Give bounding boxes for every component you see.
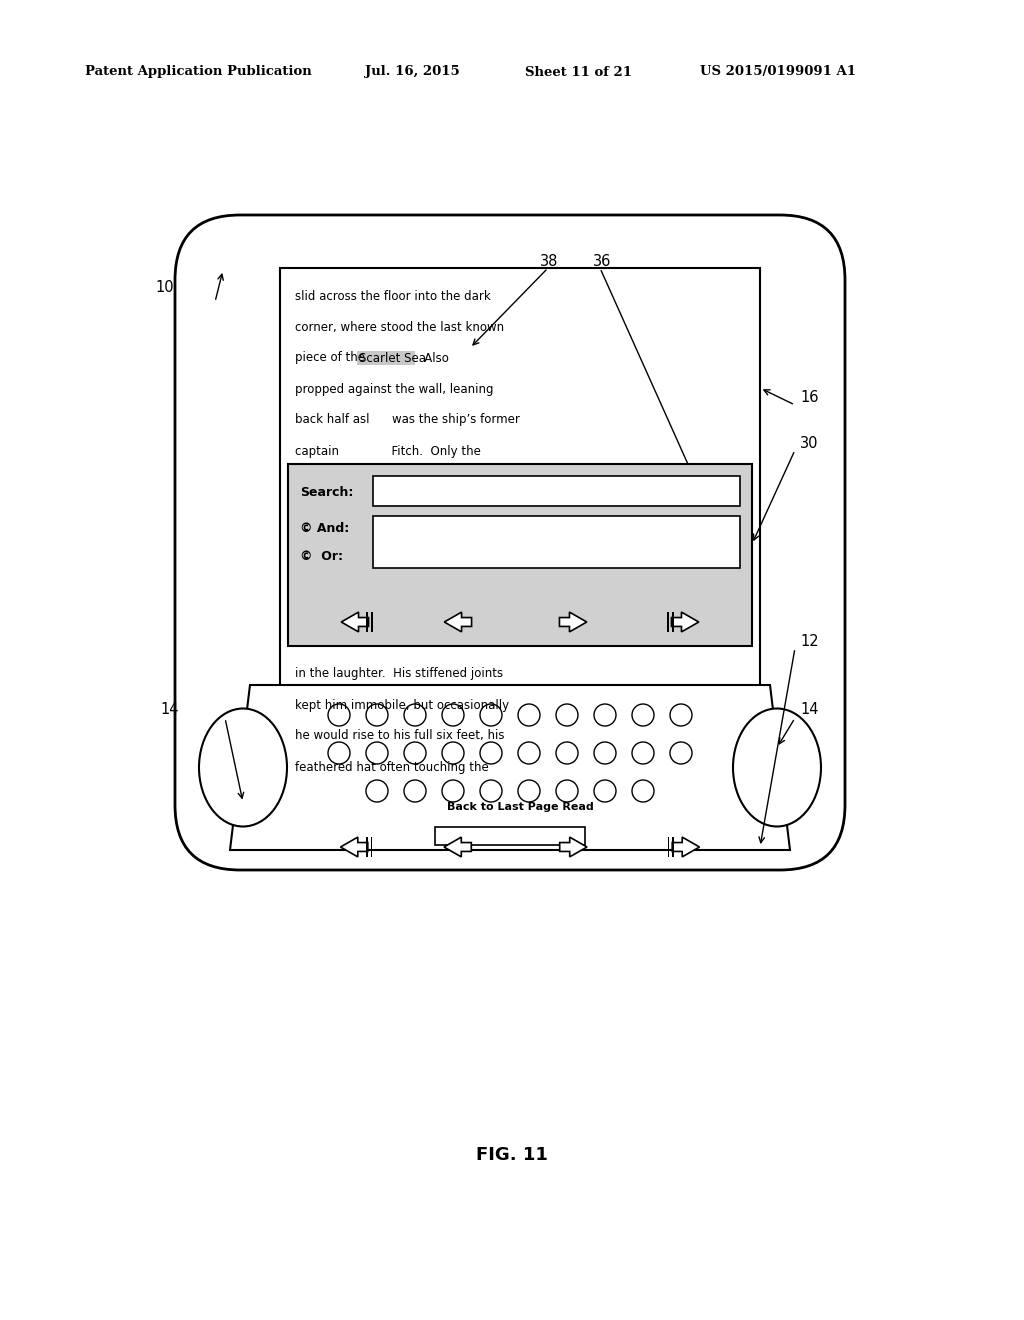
Text: he would rise to his full six feet, his: he would rise to his full six feet, his bbox=[295, 730, 505, 742]
Text: FIG. 11: FIG. 11 bbox=[476, 1146, 548, 1164]
Text: 16: 16 bbox=[800, 391, 818, 405]
Circle shape bbox=[366, 742, 388, 764]
Polygon shape bbox=[341, 837, 368, 857]
Circle shape bbox=[556, 742, 578, 764]
Text: feathered hat often touching the: feathered hat often touching the bbox=[295, 760, 488, 774]
Circle shape bbox=[556, 704, 578, 726]
Polygon shape bbox=[444, 612, 472, 632]
Circle shape bbox=[632, 742, 654, 764]
Polygon shape bbox=[672, 612, 698, 632]
Polygon shape bbox=[444, 837, 471, 857]
Circle shape bbox=[328, 704, 350, 726]
Polygon shape bbox=[559, 612, 587, 632]
Bar bbox=[373, 477, 740, 506]
Ellipse shape bbox=[733, 709, 821, 826]
Text: © And:: © And: bbox=[300, 523, 349, 536]
Circle shape bbox=[442, 704, 464, 726]
Circle shape bbox=[404, 780, 426, 803]
Text: 12: 12 bbox=[800, 634, 818, 648]
Bar bbox=[673, 837, 674, 857]
Circle shape bbox=[442, 742, 464, 764]
Text: .  Also: . Also bbox=[413, 351, 449, 364]
Circle shape bbox=[556, 780, 578, 803]
Circle shape bbox=[518, 704, 540, 726]
Polygon shape bbox=[230, 685, 790, 850]
Bar bbox=[356, 351, 415, 366]
Text: 14: 14 bbox=[800, 702, 818, 718]
Text: 10: 10 bbox=[155, 281, 174, 296]
Circle shape bbox=[594, 742, 616, 764]
Text: 36: 36 bbox=[593, 255, 611, 269]
Circle shape bbox=[366, 780, 388, 803]
Text: 14: 14 bbox=[160, 702, 178, 718]
Circle shape bbox=[366, 704, 388, 726]
Text: slid across the floor into the dark: slid across the floor into the dark bbox=[295, 289, 490, 302]
Bar bbox=[668, 837, 670, 857]
Text: Back to Last Page Read: Back to Last Page Read bbox=[446, 803, 593, 812]
Bar bbox=[288, 465, 752, 645]
Ellipse shape bbox=[199, 709, 287, 826]
Circle shape bbox=[328, 742, 350, 764]
Text: Search:: Search: bbox=[300, 486, 353, 499]
Polygon shape bbox=[672, 837, 699, 857]
Circle shape bbox=[442, 780, 464, 803]
Text: corner, where stood the last known: corner, where stood the last known bbox=[295, 321, 504, 334]
Bar bbox=[370, 793, 670, 821]
Bar bbox=[435, 828, 585, 845]
Bar bbox=[372, 612, 373, 632]
Text: ©  Or:: © Or: bbox=[300, 549, 343, 562]
Circle shape bbox=[480, 704, 502, 726]
Circle shape bbox=[480, 742, 502, 764]
Bar bbox=[280, 268, 760, 741]
Text: Jul. 16, 2015: Jul. 16, 2015 bbox=[365, 66, 460, 78]
Text: in the laughter.  His stiffened joints: in the laughter. His stiffened joints bbox=[295, 668, 503, 681]
FancyBboxPatch shape bbox=[175, 215, 845, 870]
Text: Scarlet Sea: Scarlet Sea bbox=[358, 351, 426, 364]
Circle shape bbox=[518, 742, 540, 764]
Circle shape bbox=[404, 742, 426, 764]
Bar bbox=[373, 516, 740, 568]
Circle shape bbox=[632, 780, 654, 803]
Text: kept him immobile, but occasionally: kept him immobile, but occasionally bbox=[295, 698, 509, 711]
Text: Patent Application Publication: Patent Application Publication bbox=[85, 66, 311, 78]
Circle shape bbox=[594, 780, 616, 803]
Circle shape bbox=[670, 742, 692, 764]
Circle shape bbox=[594, 704, 616, 726]
Text: 30: 30 bbox=[800, 436, 818, 450]
Text: propped against the wall, leaning: propped against the wall, leaning bbox=[295, 383, 494, 396]
Polygon shape bbox=[341, 612, 369, 632]
Bar bbox=[672, 612, 674, 632]
Circle shape bbox=[480, 780, 502, 803]
Circle shape bbox=[404, 704, 426, 726]
Circle shape bbox=[632, 704, 654, 726]
Circle shape bbox=[670, 704, 692, 726]
Text: US 2015/0199091 A1: US 2015/0199091 A1 bbox=[700, 66, 856, 78]
Bar bbox=[667, 612, 669, 632]
Text: Sheet 11 of 21: Sheet 11 of 21 bbox=[525, 66, 632, 78]
Bar bbox=[367, 612, 369, 632]
Circle shape bbox=[518, 780, 540, 803]
Bar bbox=[371, 837, 373, 857]
Text: 38: 38 bbox=[540, 255, 558, 269]
Text: back half asl      was the ship’s former: back half asl was the ship’s former bbox=[295, 413, 520, 426]
Bar bbox=[366, 837, 368, 857]
Text: piece of the: piece of the bbox=[295, 351, 369, 364]
Polygon shape bbox=[560, 837, 587, 857]
Text: captain              Fitch.  Only the: captain Fitch. Only the bbox=[295, 445, 481, 458]
